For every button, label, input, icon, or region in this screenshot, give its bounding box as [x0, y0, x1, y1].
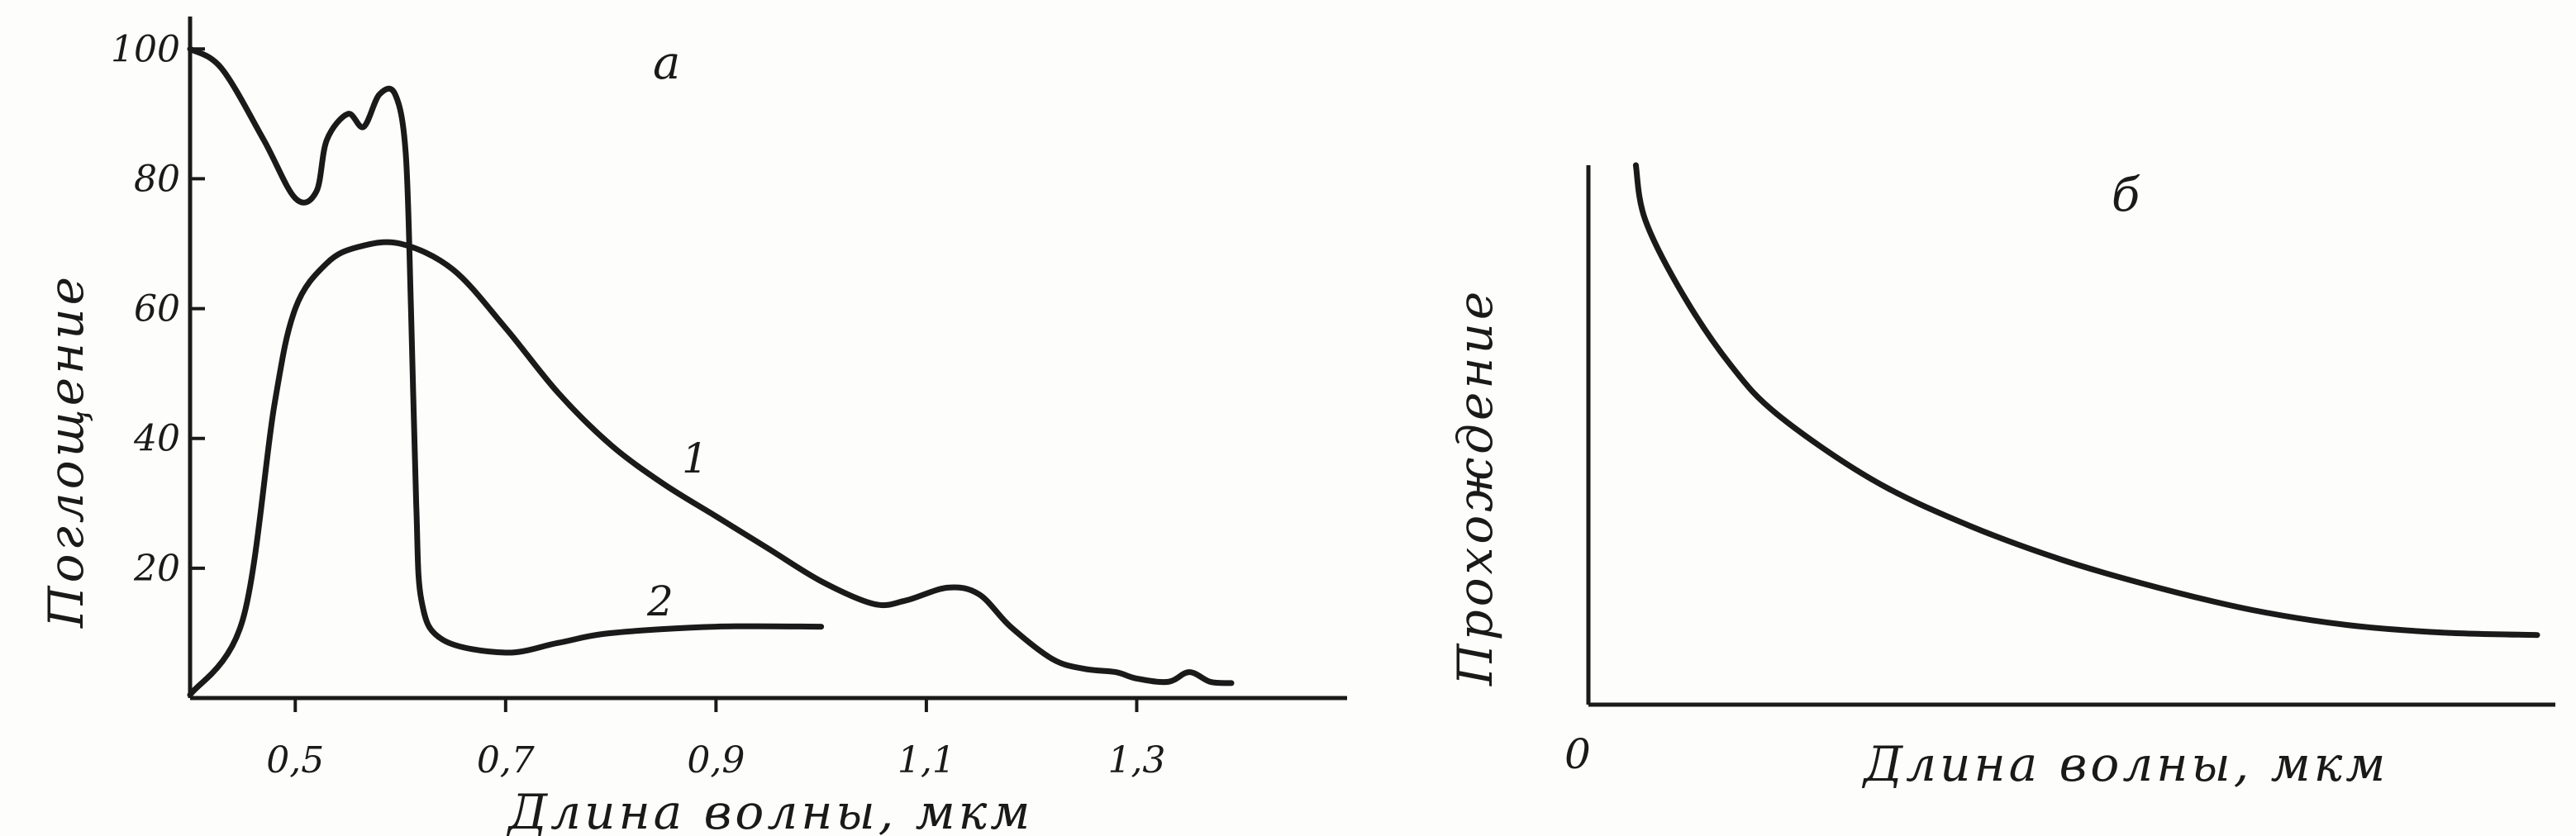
panel-a-y-tick-label: 60 [134, 288, 180, 330]
panel-a-y-tick-label: 20 [133, 548, 180, 590]
series-2-label: 2 [646, 577, 674, 625]
panel-a-x-tick-label: 1,3 [1107, 739, 1165, 781]
transmission-curve-line [1632, 162, 2540, 639]
panel-b-y-axis-title: Прохождение [1447, 288, 1503, 686]
panel-a-x-tick-label: 1,1 [898, 739, 955, 781]
panel-a-x-tick-label: 0,5 [266, 739, 324, 781]
panel-b-label: б [2112, 169, 2140, 222]
panel-a-y-ticks: 20 40 60 80 100 [111, 28, 205, 590]
panel-a-y-axis-title: Поглощение [38, 273, 94, 629]
series-1-label: 1 [682, 435, 708, 482]
panel-a-x-ticks: 0,5 0,7 0,9 1,1 1,3 [266, 698, 1165, 781]
panel-a-chart: 0,5 0,7 0,9 1,1 1,3 20 40 60 80 100 a 1 2 Длина … [38, 17, 1347, 836]
panel-b-x-axis-title: Длина волны, мкм [1861, 736, 2388, 792]
panel-a-x-axis-title: Длина волны, мкм [506, 784, 1033, 836]
panel-a-y-tick-label: 100 [111, 28, 180, 70]
panel-b-chart: б 0 Длина волны, мкм Прохождение [1447, 162, 2555, 792]
series-2-line [187, 45, 825, 656]
series-1-line [187, 239, 1235, 698]
panel-a-y-tick-label: 80 [134, 158, 180, 200]
panel-b-origin-label: 0 [1564, 730, 1591, 778]
panel-b-curves [1632, 162, 2540, 639]
panel-a-curves [187, 45, 1235, 698]
panel-a-label: a [653, 36, 680, 90]
panel-a-x-tick-label: 0,9 [687, 739, 745, 781]
panel-a-y-tick-label: 40 [133, 418, 180, 460]
panel-a-x-tick-label: 0,7 [477, 739, 535, 781]
